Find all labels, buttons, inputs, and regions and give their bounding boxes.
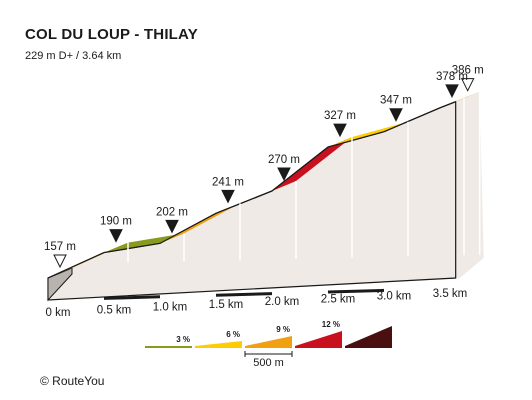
elevation-label: 386 m [452, 65, 484, 77]
distance-label: 3.0 km [377, 291, 412, 303]
elevation-marker [389, 108, 403, 122]
elevation-marker [333, 123, 347, 138]
distance-label: 3.5 km [433, 288, 468, 300]
legend-label: 6 % [226, 330, 240, 339]
elevation-marker [460, 78, 475, 92]
profile-gradient-segments [47, 91, 480, 279]
routeyou-credit: © RouteYou [40, 374, 105, 388]
elevation-label: 202 m [156, 206, 188, 218]
profile-front-face [47, 100, 457, 302]
elevation-label: 157 m [44, 241, 76, 253]
gradient-segment [160, 203, 240, 244]
elevation-marker [165, 219, 179, 234]
distance-label: 2.5 km [321, 293, 356, 305]
legend-label: 3 % [176, 335, 190, 344]
elevation-marker [445, 84, 459, 98]
elevation-marker [277, 167, 291, 182]
elevation-label: 327 m [324, 110, 356, 122]
legend-label: 12 % [322, 320, 340, 329]
distance-label: 2.0 km [265, 296, 300, 308]
gradient-segment [328, 121, 408, 148]
elevation-label: 270 m [268, 154, 300, 166]
elevation-label: 241 m [212, 176, 244, 188]
gradient-legend: 3 % 6 % 9 % 12 % 500 m [145, 320, 392, 369]
base-ruler-bar [103, 295, 161, 300]
chart-subtitle: 229 m D+ / 3.64 km [25, 50, 122, 62]
legend-swatch [295, 331, 342, 348]
scale-label: 500 m [253, 357, 284, 369]
elevation-marker [53, 254, 67, 269]
elevation-label: 378 m [436, 71, 468, 83]
distance-label: 1.5 km [209, 299, 244, 311]
legend-swatch [345, 326, 392, 348]
distance-label: 0 km [46, 307, 71, 319]
legend-swatch [145, 346, 192, 348]
profile-front [47, 100, 457, 301]
gradient-segment [104, 233, 184, 253]
legend-label: 9 % [276, 325, 290, 334]
distance-label: 0.5 km [97, 304, 132, 316]
legend-swatch [245, 336, 292, 348]
distance-label: 1.0 km [153, 302, 188, 314]
elevation-label: 347 m [380, 95, 412, 107]
elevation-marker [109, 229, 123, 243]
base-ruler-bar [327, 288, 385, 294]
elevation-marker [221, 189, 235, 204]
elevation-markers [53, 78, 475, 269]
distance-labels: 0 km 0.5 km 1.0 km 1.5 km 2.0 km 2.5 km 3.0 km… [46, 288, 468, 319]
elevation-label: 190 m [100, 216, 132, 228]
elevation-labels: 157 m 190 m 202 m 241 m 270 m 327 m 347 m 378 m… [44, 65, 484, 253]
profile-dividers [103, 91, 481, 300]
base-ruler-bar [215, 292, 273, 297]
gradient-segment [272, 137, 352, 191]
legend-swatch [195, 341, 242, 348]
chart-title: COL DU LOUP - THILAY [25, 26, 198, 43]
profile-top-edge [47, 101, 456, 279]
